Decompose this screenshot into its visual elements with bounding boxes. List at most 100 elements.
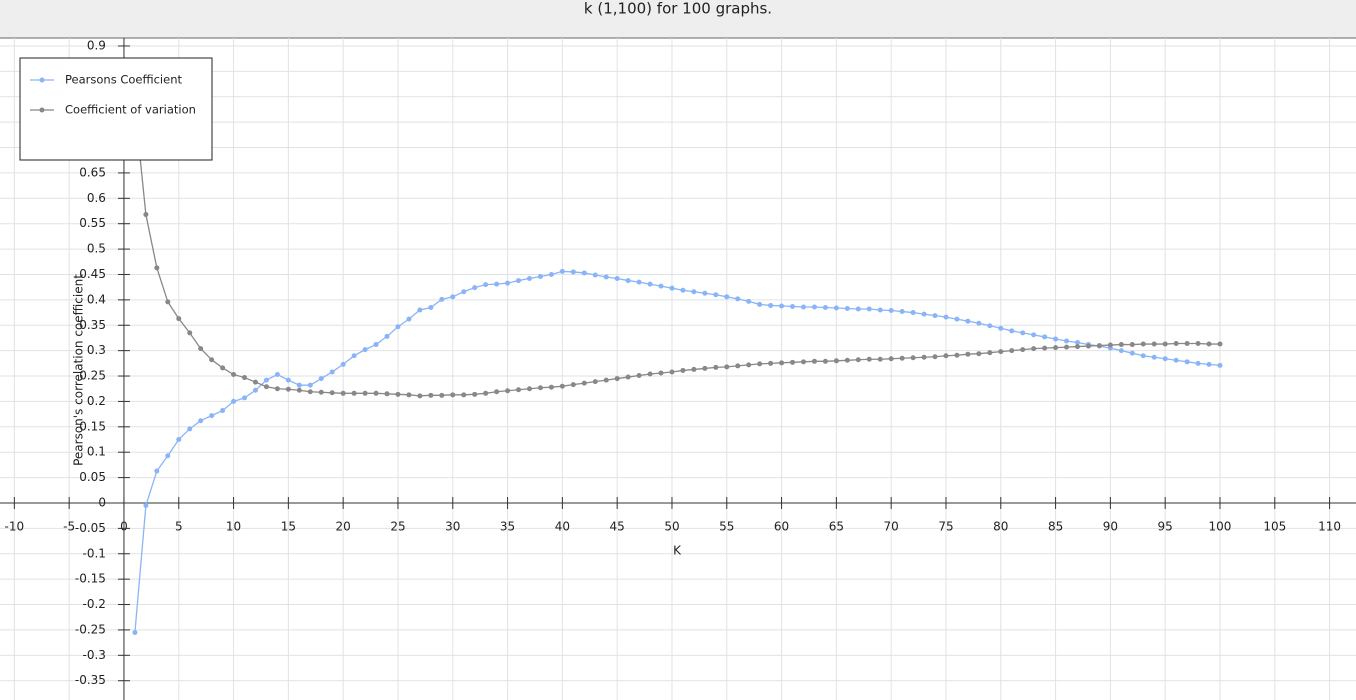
point [340,390,346,396]
point [592,272,598,278]
x-tick-label: 15 [281,519,296,533]
x-tick-label: 90 [1103,519,1118,533]
point [1173,341,1179,347]
point [1009,328,1015,334]
point [439,392,445,398]
point [965,351,971,357]
x-tick-label: 45 [610,519,625,533]
y-tick-label: 0.5 [87,242,106,256]
y-tick-label: 0.4 [87,292,106,306]
point [1195,341,1201,347]
point [1151,354,1157,360]
point [548,271,554,277]
point [187,330,193,336]
y-tick-label: 0.15 [79,419,106,433]
legend-marker [39,77,45,83]
x-tick-label: 70 [884,519,899,533]
point [362,390,368,396]
point [976,320,982,326]
point [340,361,346,367]
point [231,372,237,378]
point [351,390,357,396]
point [1129,350,1135,356]
x-tick-label: 5 [175,519,183,533]
point [1162,341,1168,347]
point [285,386,291,392]
point [987,323,993,329]
y-tick-label: -0.2 [83,597,106,611]
point [702,365,708,371]
point [614,276,620,282]
point [472,391,478,397]
point [943,314,949,320]
point [1020,347,1026,353]
point [307,389,313,395]
point [603,274,609,280]
point [461,289,467,295]
point [187,426,193,432]
point [263,384,269,390]
point [1031,332,1037,338]
y-tick-label: 0.65 [79,165,106,179]
point [976,351,982,357]
series-line [134,270,1221,633]
point [1020,330,1026,336]
point [1031,346,1037,352]
point [1140,353,1146,359]
point [768,360,774,366]
point [329,369,335,375]
point [516,278,522,284]
point [329,390,335,396]
point [494,281,500,287]
point [362,347,368,353]
x-tick-label: 50 [664,519,679,533]
y-tick-label: 0.2 [87,394,106,408]
point [537,274,543,280]
point [209,357,215,363]
point [143,503,149,509]
point [1173,357,1179,363]
legend-label: Pearsons Coefficient [65,73,182,87]
point [231,398,237,404]
point [658,283,664,289]
x-tick-label: 65 [829,519,844,533]
title-bar [0,0,1356,38]
point [1053,336,1059,342]
y-tick-label: -0.3 [83,648,106,662]
x-tick-label: 60 [774,519,789,533]
point [713,292,719,298]
x-axis-label: K [673,544,682,558]
y-tick-label: 0.6 [87,191,106,205]
x-tick-label: 55 [719,519,734,533]
point [132,629,138,635]
point [636,373,642,379]
point [899,355,905,361]
x-tick-label: 95 [1158,519,1173,533]
point [318,389,324,395]
point [592,379,598,385]
point [844,305,850,311]
point [1206,361,1212,367]
point [921,311,927,317]
y-tick-label: -0.1 [83,546,106,560]
point [417,393,423,399]
point [1064,344,1070,350]
point [209,413,215,419]
point [1118,342,1124,348]
series-line [134,106,1220,397]
x-tick-label: 110 [1318,519,1341,533]
point [768,302,774,308]
point [559,383,565,389]
point [483,390,489,396]
point [472,285,478,291]
point [669,285,675,291]
point [855,357,861,363]
x-tick-label: 105 [1263,519,1286,533]
point [274,386,280,392]
point [1206,341,1212,347]
point [713,364,719,370]
point [636,279,642,285]
point [548,384,554,390]
x-tick-label: 25 [390,519,405,533]
